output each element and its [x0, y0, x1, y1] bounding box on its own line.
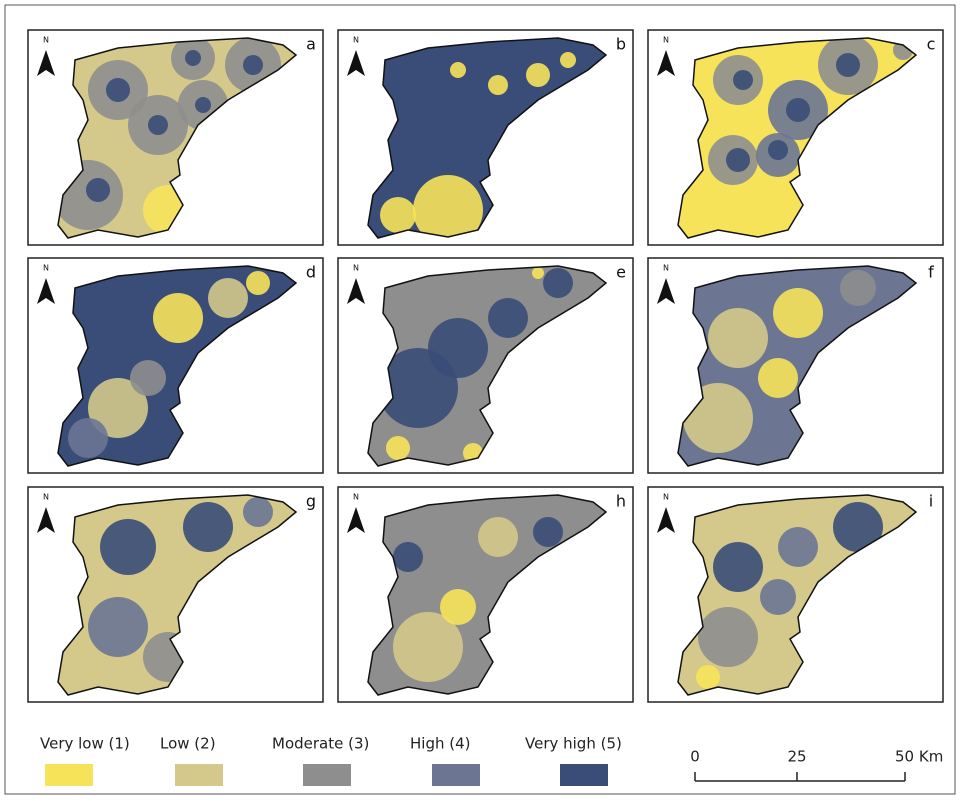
map-zone	[88, 597, 148, 657]
panel-letter: e	[616, 263, 626, 282]
legend-label: High (4)	[410, 735, 471, 753]
map-zone	[243, 55, 263, 75]
map-zone	[760, 579, 796, 615]
map-zone	[86, 178, 110, 202]
legend-label: Moderate (3)	[272, 735, 369, 753]
north-label: N	[663, 264, 669, 273]
map-zone	[543, 268, 573, 298]
map-panel: eN	[338, 258, 633, 473]
map-zone	[68, 418, 108, 458]
map-zone	[532, 267, 544, 279]
map-panel: fN	[648, 258, 943, 473]
map-zone	[533, 517, 563, 547]
map-zone	[428, 318, 488, 378]
map-panel: dN	[28, 258, 323, 473]
map-zone	[106, 78, 130, 102]
legend-swatch	[432, 764, 480, 786]
map-zone	[393, 542, 423, 572]
panel-letter: i	[929, 492, 933, 511]
map-zone	[560, 52, 576, 68]
north-label: N	[353, 264, 359, 273]
map-zone	[840, 270, 876, 306]
map-zone	[148, 115, 168, 135]
north-label: N	[663, 36, 669, 45]
map-zone	[478, 517, 518, 557]
map-zone	[773, 288, 823, 338]
map-zone	[726, 148, 750, 172]
north-label: N	[43, 493, 49, 502]
map-zone	[526, 63, 550, 87]
map-zone	[386, 436, 410, 460]
map-zone	[778, 527, 818, 567]
map-zone	[713, 542, 763, 592]
legend-swatch	[175, 764, 223, 786]
map-zone	[836, 53, 860, 77]
map-zone	[153, 293, 203, 343]
panel-letter: d	[306, 263, 316, 282]
map-zone	[758, 358, 798, 398]
scale-label: 0	[690, 748, 700, 766]
map-zone	[733, 70, 753, 90]
map-panel: bN	[338, 30, 633, 245]
map-zone	[208, 278, 248, 318]
legend-label: Very high (5)	[525, 735, 622, 753]
map-zone	[195, 97, 211, 113]
legend-swatch	[560, 764, 608, 786]
map-panel: cN	[648, 30, 943, 245]
panel-letter: f	[928, 263, 934, 282]
map-zone	[100, 519, 156, 575]
panel-letter: g	[306, 492, 316, 511]
map-zone	[698, 607, 758, 667]
map-zone	[708, 308, 768, 368]
north-label: N	[353, 36, 359, 45]
map-zone	[380, 197, 416, 233]
panel-letter: b	[616, 35, 626, 54]
map-zone	[488, 298, 528, 338]
map-zone	[183, 502, 233, 552]
map-zone	[246, 271, 270, 295]
map-zone	[488, 75, 508, 95]
north-label: N	[43, 264, 49, 273]
map-zone	[440, 589, 476, 625]
north-label: N	[43, 36, 49, 45]
map-zone	[696, 665, 720, 689]
map-panel: gN	[28, 487, 323, 702]
north-label: N	[663, 493, 669, 502]
map-zone	[185, 50, 201, 66]
scale-label: 25	[787, 748, 806, 766]
legend-label: Low (2)	[160, 735, 216, 753]
map-panel: aN	[28, 30, 323, 245]
legend-swatch	[45, 764, 93, 786]
scale-label: 50 Km	[895, 748, 943, 766]
panel-letter: c	[927, 35, 936, 54]
map-zone	[130, 360, 166, 396]
map-zone	[768, 140, 788, 160]
map-panel: iN	[648, 487, 943, 702]
panel-letter: h	[616, 492, 626, 511]
figure: aNbNcNdNeNfNgNhNiNVery low (1)Low (2)Mod…	[0, 0, 960, 799]
map-zone	[786, 98, 810, 122]
map-zone	[450, 62, 466, 78]
north-label: N	[353, 493, 359, 502]
panel-letter: a	[306, 35, 316, 54]
legend-swatch	[303, 764, 351, 786]
map-zone	[243, 497, 273, 527]
map-panel: hN	[338, 487, 633, 702]
legend-label: Very low (1)	[40, 735, 130, 753]
